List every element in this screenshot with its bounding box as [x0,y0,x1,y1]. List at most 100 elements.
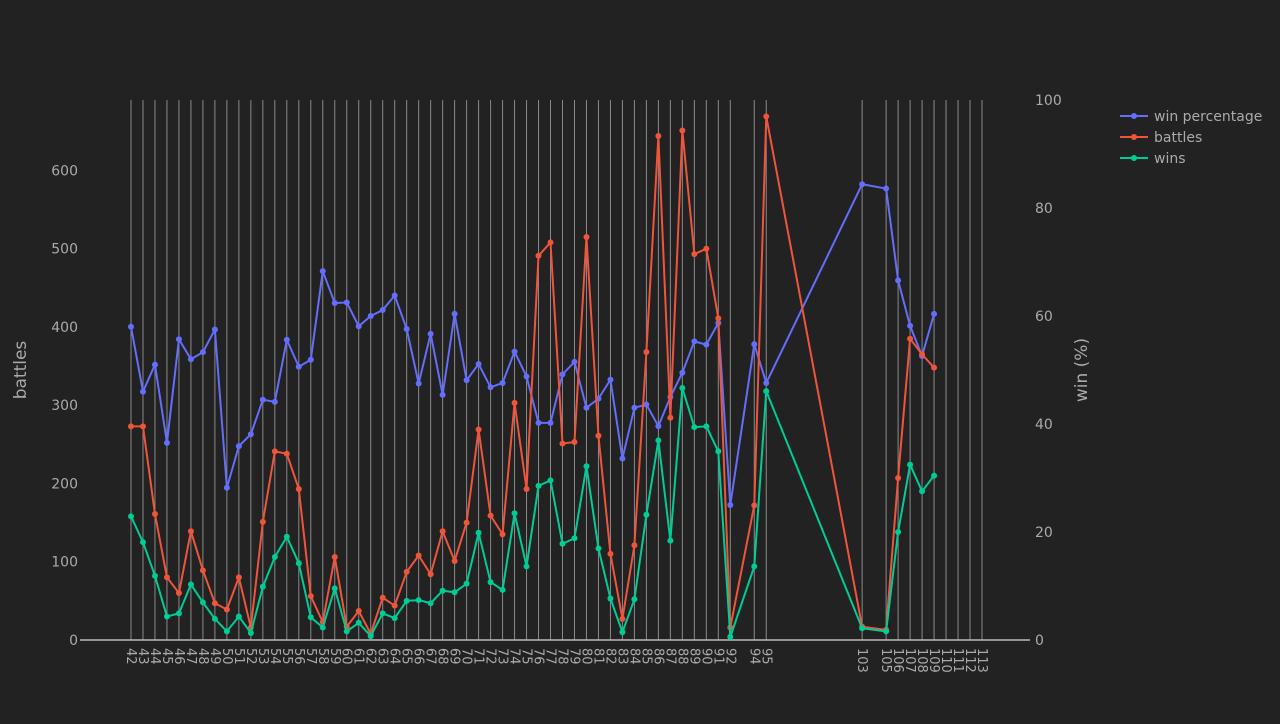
data-point-battles[interactable] [139,423,146,430]
data-point-wins[interactable] [931,472,938,479]
data-point-battles[interactable] [223,606,230,613]
data-point-win-percentage[interactable] [559,371,566,378]
data-point-win-percentage[interactable] [535,419,542,426]
data-point-wins[interactable] [271,554,278,561]
data-point-win-percentage[interactable] [727,502,734,508]
data-point-battles[interactable] [703,245,710,252]
data-point-wins[interactable] [523,563,530,570]
data-point-win-percentage[interactable] [487,384,494,391]
data-point-wins[interactable] [607,595,614,602]
data-point-win-percentage[interactable] [679,369,686,376]
data-point-win-percentage[interactable] [655,423,662,430]
data-point-wins[interactable] [259,583,266,590]
data-point-wins[interactable] [175,610,182,617]
data-point-wins[interactable] [247,629,254,636]
data-point-win-percentage[interactable] [247,431,254,438]
data-point-wins[interactable] [439,587,446,594]
data-point-battles[interactable] [439,528,446,535]
data-point-win-percentage[interactable] [391,292,398,299]
legend[interactable]: win percentage battles wins [1120,109,1262,167]
data-point-battles[interactable] [163,574,170,581]
data-point-wins[interactable] [128,513,134,520]
data-point-wins[interactable] [691,424,698,431]
data-point-win-percentage[interactable] [355,323,362,330]
data-point-battles[interactable] [487,512,494,519]
legend-item-win-percentage[interactable]: win percentage [1120,109,1262,125]
data-point-battles[interactable] [391,602,398,609]
data-point-battles[interactable] [463,519,470,526]
data-point-wins[interactable] [595,545,602,552]
data-point-wins[interactable] [463,580,470,587]
data-point-battles[interactable] [679,127,686,134]
data-point-wins[interactable] [919,488,926,495]
data-point-win-percentage[interactable] [307,356,314,363]
data-point-win-percentage[interactable] [235,443,242,450]
data-point-wins[interactable] [163,613,170,620]
data-point-wins[interactable] [139,539,146,546]
data-point-win-percentage[interactable] [907,322,914,329]
data-point-wins[interactable] [283,533,290,540]
data-point-win-percentage[interactable] [199,349,206,356]
data-point-win-percentage[interactable] [367,313,374,319]
data-point-battles[interactable] [379,594,386,601]
data-point-battles[interactable] [715,315,722,322]
data-point-wins[interactable] [403,597,410,604]
data-point-win-percentage[interactable] [139,388,146,395]
data-point-win-percentage[interactable] [463,377,470,384]
data-point-battles[interactable] [559,440,566,447]
data-point-battles[interactable] [211,600,218,607]
data-point-win-percentage[interactable] [223,484,230,491]
data-point-win-percentage[interactable] [187,356,194,363]
data-point-battles[interactable] [331,554,338,561]
data-point-battles[interactable] [187,528,194,535]
data-point-wins[interactable] [295,560,302,567]
data-point-win-percentage[interactable] [403,325,410,332]
data-point-win-percentage[interactable] [691,338,698,345]
data-point-win-percentage[interactable] [295,363,302,370]
data-point-win-percentage[interactable] [751,341,758,348]
data-point-wins[interactable] [235,613,242,620]
data-point-win-percentage[interactable] [499,379,506,386]
data-point-battles[interactable] [595,432,602,439]
data-point-battles[interactable] [931,364,938,371]
data-point-wins[interactable] [535,482,542,489]
data-point-win-percentage[interactable] [439,391,446,398]
data-point-wins[interactable] [907,461,914,468]
data-point-win-percentage[interactable] [331,300,338,307]
data-point-win-percentage[interactable] [883,185,890,192]
data-point-battles[interactable] [907,335,914,342]
data-point-wins[interactable] [319,624,326,631]
data-point-battles[interactable] [571,439,578,445]
data-point-win-percentage[interactable] [379,307,386,314]
data-point-wins[interactable] [451,589,458,596]
data-point-battles[interactable] [415,552,422,559]
data-point-battles[interactable] [307,593,314,600]
data-point-wins[interactable] [583,463,590,470]
data-point-win-percentage[interactable] [343,299,350,306]
data-point-battles[interactable] [175,590,182,597]
data-point-wins[interactable] [715,448,722,455]
data-point-win-percentage[interactable] [859,181,866,188]
data-point-win-percentage[interactable] [319,268,326,275]
data-point-wins[interactable] [619,629,626,636]
data-point-wins[interactable] [727,633,734,640]
data-point-win-percentage[interactable] [643,401,650,408]
data-point-win-percentage[interactable] [427,330,434,337]
data-point-wins[interactable] [151,572,158,579]
data-point-battles[interactable] [355,608,362,615]
data-point-battles[interactable] [295,485,302,492]
data-point-battles[interactable] [763,113,770,120]
data-point-battles[interactable] [667,414,674,421]
data-point-wins[interactable] [427,600,434,607]
data-point-wins[interactable] [499,586,506,593]
data-point-wins[interactable] [631,596,638,603]
data-point-win-percentage[interactable] [271,398,278,405]
data-point-win-percentage[interactable] [703,341,710,348]
data-point-wins[interactable] [391,615,398,622]
data-point-battles[interactable] [895,475,902,481]
data-point-win-percentage[interactable] [511,348,518,355]
data-point-wins[interactable] [307,614,314,621]
data-point-wins[interactable] [571,535,578,542]
data-point-wins[interactable] [751,563,758,570]
data-point-wins[interactable] [559,540,566,547]
